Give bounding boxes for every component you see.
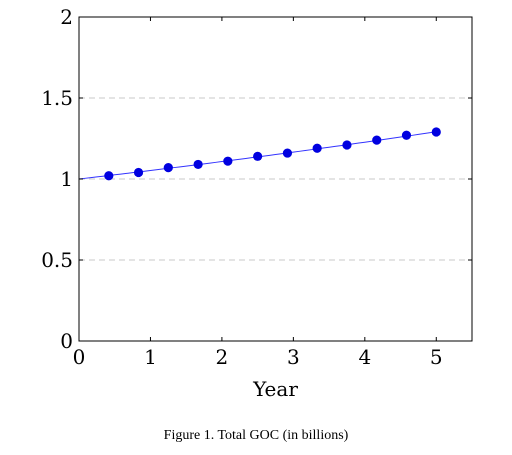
x-tick-label: 4 (358, 345, 371, 369)
series-markers (104, 127, 441, 181)
data-point (163, 163, 173, 173)
x-tick-label: 3 (287, 345, 300, 369)
data-point (193, 159, 203, 170)
data-point (312, 143, 322, 153)
data-point (282, 148, 293, 158)
data-point (133, 167, 144, 178)
y-tick-label: 2 (60, 5, 73, 29)
x-tick-label: 5 (430, 345, 443, 369)
chart: 0 0.5 1 1.5 2 0 1 2 3 4 5 Year (41, 5, 473, 401)
y-tick-label: 1 (60, 167, 73, 191)
x-tick-label: 1 (144, 345, 157, 369)
data-point (253, 151, 263, 161)
y-tick-label: 0.5 (41, 248, 73, 272)
axis-tick-labels: 0 0.5 1 1.5 2 0 1 2 3 4 5 (41, 5, 442, 369)
data-point (431, 127, 441, 137)
data-point (104, 171, 114, 181)
grid-lines (79, 97, 472, 261)
data-point (401, 130, 412, 140)
data-point (223, 156, 233, 166)
y-tick-label: 0 (60, 329, 73, 353)
x-tick-label: 2 (216, 345, 229, 369)
figure-caption: Figure 1. Total GOC (in billions) (163, 428, 349, 443)
x-axis-label: Year (252, 377, 298, 401)
x-tick-label: 0 (73, 345, 86, 369)
y-tick-label: 1.5 (41, 86, 73, 110)
axis-ticks (78, 16, 472, 342)
data-point (372, 135, 382, 145)
data-point (342, 140, 352, 150)
